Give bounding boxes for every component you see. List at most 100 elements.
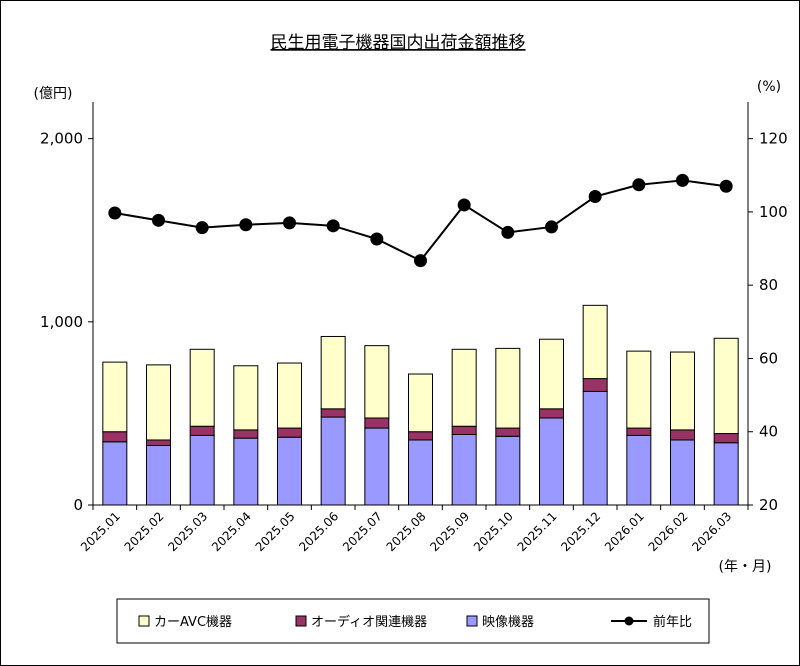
right-axis-unit: (%) [757, 79, 781, 95]
point-yoy-2026.03 [719, 179, 733, 193]
bar-video-2025.01 [102, 441, 128, 506]
bar-audio-2026.01 [626, 427, 652, 436]
x-tick-label: 2025.09 [427, 509, 472, 554]
right-tick-label: 20 [759, 496, 778, 514]
bar-audio-2026.02 [670, 429, 695, 441]
point-yoy-2025.07 [370, 232, 384, 246]
bar-car-avc-2025.04 [233, 365, 259, 431]
x-tick-label: 2025.12 [558, 509, 603, 554]
bar-audio-2025.10 [495, 427, 521, 437]
point-yoy-2025.01 [108, 206, 122, 220]
plot-area: 01,0002,000204060801001202025.012025.022… [40, 102, 788, 554]
bar-car-avc-2026.03 [713, 337, 739, 435]
bar-video-2025.03 [189, 434, 215, 506]
x-tick-label: 2025.11 [515, 509, 560, 554]
x-tick-label: 2025.06 [296, 509, 341, 554]
bar-video-2026.03 [713, 442, 739, 506]
left-axis-unit: (億円) [34, 86, 73, 102]
point-yoy-2025.02 [152, 213, 165, 227]
bar-video-2025.04 [233, 437, 259, 506]
bar-video-2025.08 [408, 439, 433, 506]
bar-video-2025.09 [451, 433, 477, 506]
legend-label-audio: オーディオ関連機器 [311, 614, 427, 630]
bar-audio-2025.03 [189, 425, 215, 436]
bar-car-avc-2025.06 [320, 335, 346, 410]
point-yoy-2025.06 [326, 219, 340, 233]
bar-audio-2025.11 [539, 408, 564, 419]
right-tick-label: 40 [759, 423, 778, 441]
chart-title: 民生用電子機器国内出荷金額推移 [271, 33, 526, 53]
bar-audio-2026.03 [713, 433, 739, 444]
right-tick-label: 60 [759, 349, 778, 367]
bar-car-avc-2025.03 [189, 348, 215, 427]
point-yoy-2025.11 [545, 220, 558, 234]
legend-swatch-audio [295, 615, 307, 627]
x-tick-label: 2026.03 [689, 509, 734, 554]
bar-video-2026.01 [626, 434, 652, 506]
bar-audio-2025.08 [408, 431, 433, 441]
left-tick-label: 2,000 [40, 130, 83, 148]
bar-audio-2025.05 [277, 427, 302, 438]
legend-swatch-car-avc [138, 615, 150, 627]
legend: カーAVC機器 オーディオ関連機器 映像機器 前年比 [116, 598, 710, 644]
point-yoy-2025.03 [195, 221, 209, 235]
point-yoy-2025.12 [588, 190, 602, 204]
x-tick-label: 2025.08 [384, 509, 429, 554]
x-tick-label: 2025.03 [165, 509, 210, 554]
right-tick-label: 120 [759, 130, 788, 148]
bar-video-2025.10 [495, 435, 521, 506]
bar-car-avc-2025.08 [408, 373, 433, 433]
bar-car-avc-2025.12 [582, 304, 608, 380]
bar-car-avc-2025.01 [102, 361, 128, 433]
bar-car-avc-2025.07 [364, 345, 390, 419]
point-yoy-2026.01 [632, 178, 646, 192]
bar-audio-2025.01 [102, 431, 128, 443]
point-yoy-2025.05 [283, 216, 296, 230]
bar-video-2025.12 [582, 390, 608, 506]
bar-video-2025.06 [320, 416, 346, 506]
legend-box [116, 598, 710, 644]
bar-car-avc-2025.11 [539, 338, 564, 410]
bar-audio-2025.04 [233, 429, 259, 439]
bar-car-avc-2025.05 [277, 362, 302, 429]
bar-video-2026.02 [670, 439, 695, 506]
x-tick-label: 2025.05 [253, 509, 298, 554]
bar-car-avc-2025.02 [146, 364, 171, 441]
x-tick-label: 2025.10 [471, 509, 516, 554]
x-tick-label: 2025.07 [340, 509, 385, 554]
x-tick-label: 2026.01 [602, 509, 647, 554]
x-tick-label: 2025.01 [78, 509, 123, 554]
bar-car-avc-2026.02 [670, 351, 695, 431]
bar-audio-2025.06 [320, 408, 346, 418]
x-tick-label: 2026.02 [646, 509, 691, 554]
line-yoy [114, 179, 727, 262]
bar-video-2025.07 [364, 427, 390, 506]
bar-audio-2025.09 [451, 425, 477, 435]
point-yoy-2025.09 [457, 198, 471, 212]
bar-car-avc-2025.10 [495, 347, 521, 429]
bar-car-avc-2026.01 [626, 350, 652, 429]
right-tick-label: 100 [759, 203, 788, 221]
x-axis-unit: (年・月) [719, 559, 772, 575]
point-yoy-2025.04 [239, 218, 253, 232]
legend-label-yoy: 前年比 [653, 614, 692, 630]
bar-video-2025.05 [277, 436, 302, 506]
legend-label-car-avc: カーAVC機器 [154, 615, 232, 630]
bar-audio-2025.02 [146, 439, 171, 446]
bar-video-2025.02 [146, 444, 171, 506]
x-tick-label: 2025.04 [209, 509, 254, 554]
point-yoy-2025.10 [501, 225, 515, 239]
legend-label-video: 映像機器 [482, 615, 534, 630]
x-tick-label: 2025.02 [122, 509, 167, 554]
right-tick-label: 80 [759, 276, 778, 294]
legend-swatch-video [466, 615, 478, 627]
left-tick-label: 0 [73, 496, 83, 514]
left-tick-label: 1,000 [40, 313, 83, 331]
point-yoy-2025.08 [414, 254, 427, 268]
legend-marker-yoy [624, 616, 634, 626]
bar-audio-2025.07 [364, 417, 390, 429]
point-yoy-2026.02 [676, 173, 689, 187]
bar-audio-2025.12 [582, 378, 608, 392]
